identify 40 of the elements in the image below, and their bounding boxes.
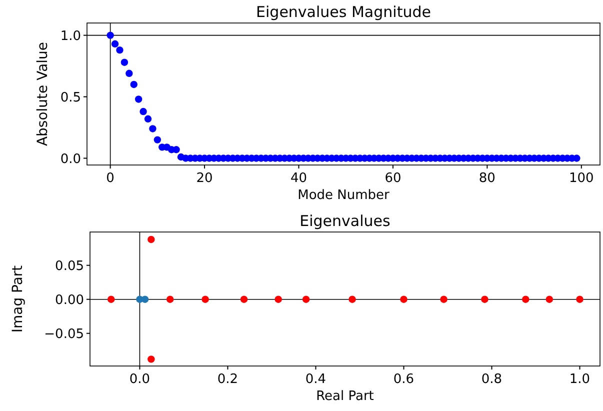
- x-tick-label: 0.8: [481, 372, 502, 387]
- y-axis-title: Imag Part: [10, 264, 26, 333]
- y-axis-title: Absolute Value: [35, 42, 51, 146]
- y-tick-label: 0.5: [60, 90, 81, 106]
- x-axis-title: Mode Number: [298, 188, 390, 203]
- x-tick-label: 0.6: [393, 372, 414, 387]
- point: [141, 296, 149, 303]
- point: [148, 236, 155, 244]
- point: [440, 296, 448, 303]
- point: [302, 296, 310, 303]
- point: [546, 296, 553, 303]
- x-tick-label: 60: [384, 171, 402, 186]
- point: [348, 296, 356, 303]
- x-axis-title: Real Part: [316, 389, 374, 404]
- chart-title: Eigenvalues: [300, 212, 391, 230]
- point: [400, 296, 408, 303]
- x-tick-label: 100: [568, 171, 594, 186]
- point: [202, 296, 209, 303]
- x-tick-label: 0.4: [305, 372, 326, 387]
- point: [108, 296, 115, 303]
- x-tick-label: 0.0: [129, 372, 150, 387]
- point: [148, 356, 155, 363]
- point: [274, 296, 282, 303]
- y-tick-label: 0.00: [55, 292, 84, 308]
- x-tick-label: 40: [290, 171, 308, 186]
- point: [522, 296, 530, 303]
- x-tick-label: 20: [196, 171, 213, 186]
- x-tick-label: 0.2: [217, 372, 238, 387]
- x-tick-label: 80: [478, 171, 496, 186]
- chart-title: Eigenvalues Magnitude: [256, 3, 431, 21]
- y-tick-label: 1.0: [60, 28, 81, 44]
- x-tick-label: 0: [106, 171, 114, 186]
- point: [481, 296, 488, 303]
- point: [576, 296, 584, 303]
- x-tick-label: 1.0: [569, 372, 590, 387]
- point: [166, 296, 174, 303]
- y-tick-label: 0.0: [60, 152, 81, 167]
- point: [240, 296, 248, 303]
- y-tick-label: −0.05: [44, 326, 84, 342]
- y-tick-label: 0.05: [55, 258, 84, 274]
